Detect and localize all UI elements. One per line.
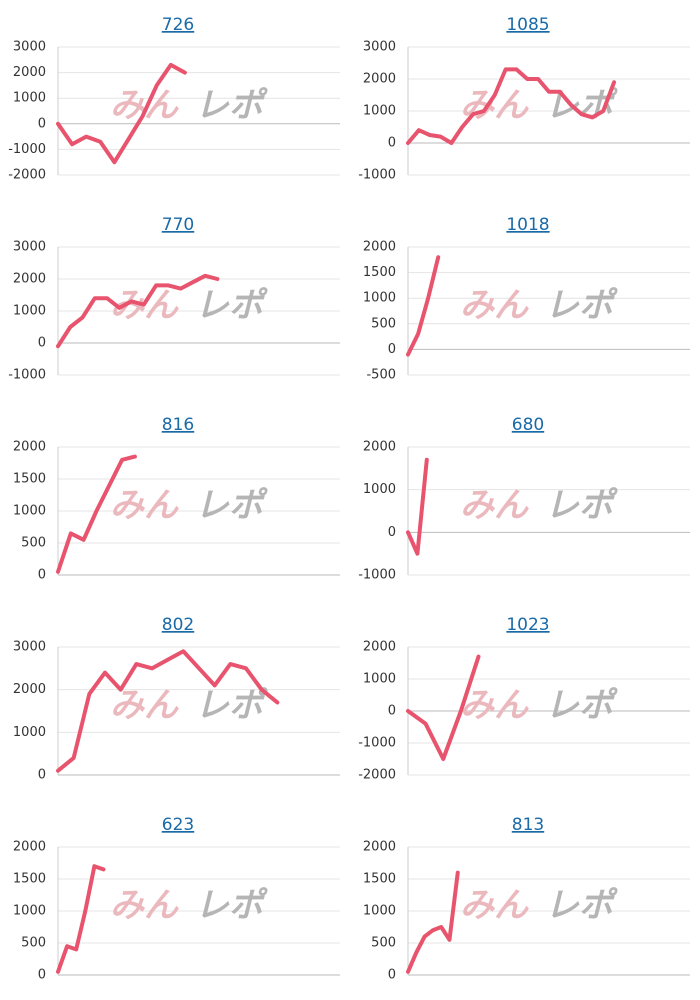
- chart-title[interactable]: 726: [162, 15, 194, 35]
- chart-title[interactable]: 1085: [506, 15, 549, 35]
- line: [406, 870, 460, 974]
- watermark: みん: [460, 686, 529, 726]
- y-tick-label: 0: [388, 342, 396, 357]
- y-tick-label: 1000: [363, 672, 396, 687]
- y-tick-label: -1000: [8, 142, 46, 157]
- y-tick-label: 3000: [13, 240, 46, 255]
- y-tick-label: 3000: [13, 640, 46, 655]
- line: [56, 649, 280, 773]
- chart-title[interactable]: 770: [162, 215, 194, 235]
- y-tick-label: 2000: [363, 440, 396, 455]
- watermark: レポ: [545, 686, 618, 726]
- line: [406, 67, 617, 145]
- y-tick-label: 3000: [13, 40, 46, 55]
- y-tick-label: 0: [38, 336, 46, 351]
- y-tick-label: -1000: [358, 168, 396, 183]
- chart-title[interactable]: 802: [162, 615, 194, 635]
- y-tick-label: -500: [366, 368, 396, 383]
- line: [406, 255, 441, 357]
- y-tick-label: 0: [38, 568, 46, 583]
- y-tick-label: 2000: [363, 840, 396, 855]
- y-tick-label: 2000: [363, 72, 396, 87]
- y-tick-label: 0: [38, 116, 46, 131]
- y-tick-label: 3000: [363, 40, 396, 55]
- watermark: みん: [110, 886, 179, 926]
- y-tick-label: 2000: [13, 272, 46, 287]
- y-tick-label: 2000: [13, 840, 46, 855]
- y-tick-label: 1000: [363, 104, 396, 119]
- chart-title[interactable]: 813: [512, 815, 544, 835]
- watermark: レポ: [195, 286, 268, 326]
- y-tick-label: 0: [38, 968, 46, 983]
- y-tick-label: 2000: [363, 240, 396, 255]
- y-tick-label: -2000: [358, 768, 396, 783]
- watermark: みん: [110, 486, 179, 526]
- y-tick-label: 0: [388, 525, 396, 540]
- y-tick-label: -2000: [8, 168, 46, 183]
- line: [56, 454, 137, 574]
- y-tick-label: 1000: [13, 304, 46, 319]
- watermark: みん: [110, 686, 179, 726]
- y-tick-label: 2000: [13, 65, 46, 80]
- chart-title[interactable]: 680: [512, 415, 544, 435]
- chart-title[interactable]: 816: [162, 415, 194, 435]
- watermark: レポ: [545, 886, 618, 926]
- line: [406, 654, 481, 761]
- y-tick-label: -1000: [8, 368, 46, 383]
- watermark: みん: [460, 286, 529, 326]
- y-tick-label: 500: [371, 936, 396, 951]
- y-tick-label: 1000: [13, 91, 46, 106]
- watermark: みん: [460, 886, 529, 926]
- y-tick-label: 1000: [363, 904, 396, 919]
- y-tick-label: 0: [388, 968, 396, 983]
- y-tick-label: 1000: [363, 482, 396, 497]
- y-tick-label: 1000: [13, 504, 46, 519]
- y-tick-label: 2000: [13, 682, 46, 697]
- y-tick-label: 0: [388, 704, 396, 719]
- y-tick-label: 1500: [363, 265, 396, 280]
- y-tick-label: -1000: [358, 568, 396, 583]
- y-tick-label: 2000: [13, 440, 46, 455]
- line: [56, 864, 106, 974]
- watermark: レポ: [545, 486, 618, 526]
- watermark: みん: [460, 486, 529, 526]
- y-tick-label: 1000: [363, 291, 396, 306]
- chart-title[interactable]: 1018: [506, 215, 549, 235]
- watermark: レポ: [195, 686, 268, 726]
- y-tick-label: 500: [21, 936, 46, 951]
- watermark: レポ: [545, 286, 618, 326]
- y-tick-label: -1000: [358, 736, 396, 751]
- chart-title[interactable]: 623: [162, 815, 194, 835]
- y-tick-label: 1000: [13, 725, 46, 740]
- y-tick-label: 1000: [13, 904, 46, 919]
- y-tick-label: 0: [388, 136, 396, 151]
- watermark: レポ: [195, 486, 268, 526]
- y-tick-label: 1500: [363, 872, 396, 887]
- chart-title[interactable]: 1023: [506, 615, 549, 635]
- y-tick-label: 0: [38, 768, 46, 783]
- watermark: みん: [110, 86, 179, 126]
- y-tick-label: 1500: [13, 872, 46, 887]
- line: [56, 62, 187, 165]
- y-tick-label: 500: [21, 536, 46, 551]
- y-tick-label: 500: [371, 316, 396, 331]
- line: [406, 457, 429, 556]
- line: [56, 273, 220, 349]
- y-tick-label: 1500: [13, 472, 46, 487]
- watermark: レポ: [195, 86, 268, 126]
- watermark: レポ: [195, 886, 268, 926]
- y-tick-label: 2000: [363, 640, 396, 655]
